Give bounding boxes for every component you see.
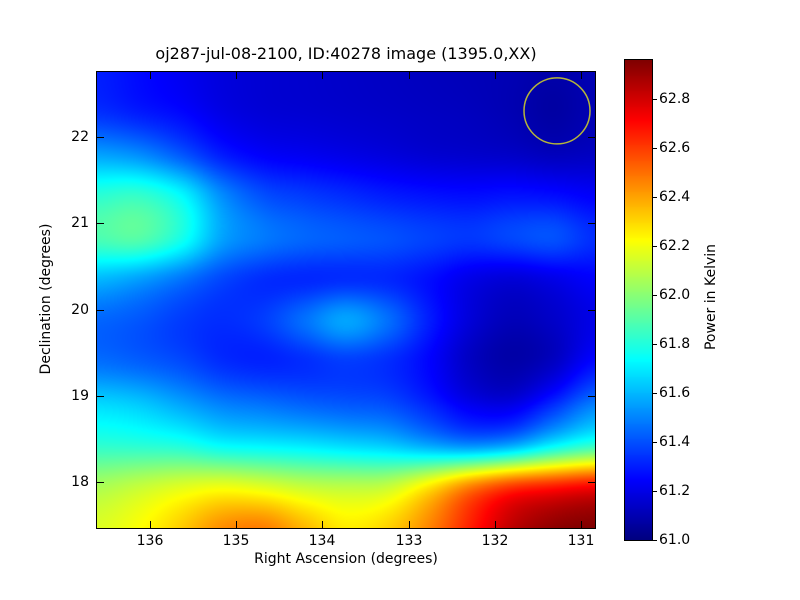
y-tick-mark-right <box>588 482 595 483</box>
x-tick-mark-top <box>236 72 237 79</box>
x-tick-label: 135 <box>222 533 250 549</box>
colorbar-tick-mark <box>652 344 657 345</box>
colorbar-tick-label: 62.2 <box>659 238 691 254</box>
x-tick-mark-bottom <box>322 521 323 528</box>
x-tick-label: 136 <box>136 533 164 549</box>
plot-title: oj287-jul-08-2100, ID:40278 image (1395.… <box>155 44 537 63</box>
x-tick-label: 132 <box>481 533 509 549</box>
x-tick-mark-top <box>409 72 410 79</box>
y-axis-label: Declination (degrees) <box>38 223 54 375</box>
x-tick-mark-top <box>495 72 496 79</box>
x-tick-mark-top <box>150 72 151 79</box>
colorbar-tick-mark <box>652 295 657 296</box>
colorbar-tick-label: 61.2 <box>659 483 691 499</box>
colorbar-tick-mark <box>652 491 657 492</box>
colorbar-tick-label: 61.4 <box>659 434 691 450</box>
colorbar-tick-mark <box>652 99 657 100</box>
x-tick-mark-top <box>581 72 582 79</box>
colorbar-tick-label: 62.6 <box>659 140 691 156</box>
colorbar-tick-label: 62.8 <box>659 91 691 107</box>
heatmap-axes <box>96 71 596 529</box>
colorbar-tick-label: 61.0 <box>659 532 691 548</box>
colorbar-tick-label: 61.8 <box>659 336 691 352</box>
colorbar-label: Power in Kelvin <box>703 243 719 351</box>
colorbar-tick-label: 61.6 <box>659 385 691 401</box>
colorbar-tick-mark <box>652 148 657 149</box>
colorbar-tick-mark <box>652 442 657 443</box>
y-tick-mark-left <box>97 223 104 224</box>
x-tick-label: 133 <box>395 533 423 549</box>
y-tick-mark-right <box>588 137 595 138</box>
y-tick-mark-left <box>97 482 104 483</box>
colorbar-gradient <box>625 60 652 540</box>
y-tick-mark-right <box>588 310 595 311</box>
colorbar-tick-mark <box>652 246 657 247</box>
y-tick-mark-left <box>97 137 104 138</box>
x-tick-mark-top <box>322 72 323 79</box>
x-tick-label: 134 <box>308 533 336 549</box>
colorbar-tick-mark <box>652 540 657 541</box>
colorbar-tick-mark <box>652 197 657 198</box>
x-tick-mark-bottom <box>150 521 151 528</box>
x-tick-mark-bottom <box>581 521 582 528</box>
x-tick-mark-bottom <box>409 521 410 528</box>
x-tick-mark-bottom <box>236 521 237 528</box>
x-tick-mark-bottom <box>495 521 496 528</box>
y-tick-mark-left <box>97 396 104 397</box>
heatmap-image <box>97 72 595 528</box>
y-tick-label: 20 <box>71 302 89 318</box>
y-tick-mark-right <box>588 396 595 397</box>
y-tick-label: 19 <box>71 388 89 404</box>
y-tick-label: 21 <box>71 215 89 231</box>
colorbar-tick-label: 62.0 <box>659 287 691 303</box>
x-axis-label: Right Ascension (degrees) <box>254 551 438 567</box>
x-tick-label: 131 <box>567 533 595 549</box>
colorbar <box>624 59 653 541</box>
y-tick-mark-right <box>588 223 595 224</box>
y-tick-label: 18 <box>71 474 89 490</box>
y-tick-mark-left <box>97 310 104 311</box>
colorbar-tick-label: 62.4 <box>659 189 691 205</box>
y-tick-label: 22 <box>71 129 89 145</box>
colorbar-tick-mark <box>652 393 657 394</box>
